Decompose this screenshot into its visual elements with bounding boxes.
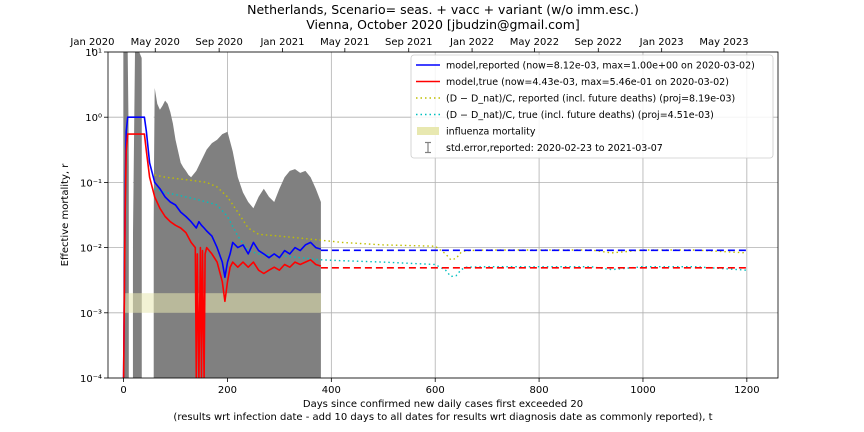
x-tick-label: 600 bbox=[426, 385, 445, 396]
top-tick-label: May 2022 bbox=[510, 37, 559, 48]
x-tick-label: 0 bbox=[120, 385, 126, 396]
error-band bbox=[123, 52, 321, 378]
top-tick-label: Jan 2021 bbox=[259, 37, 304, 48]
y-tick-label: 10⁻¹ bbox=[80, 178, 102, 189]
legend-label: std.error,reported: 2020-02-23 to 2021-0… bbox=[446, 143, 663, 154]
y-axis-ticks: 10⁻⁴ 10⁻³ 10⁻² 10⁻¹ 10⁰ 10¹ bbox=[80, 48, 108, 385]
top-tick-label: May 2020 bbox=[131, 37, 180, 48]
y-tick-label: 10⁻³ bbox=[80, 309, 102, 320]
x-tick-label: 400 bbox=[322, 385, 341, 396]
top-axis-ticks: Jan 2020 May 2020 Sep 2020 Jan 2021 May 2021… bbox=[69, 37, 749, 52]
legend-frame bbox=[410, 54, 774, 159]
top-tick-label: Jan 2022 bbox=[449, 37, 494, 48]
series-line-2 bbox=[122, 133, 322, 378]
y-tick-label: 10⁻⁴ bbox=[80, 374, 102, 385]
chart-legend: model,reported (now=8.12e-03, max=1.00e+… bbox=[410, 54, 774, 159]
top-tick-label: Sep 2020 bbox=[195, 37, 242, 48]
legend-label: (D − D_nat)/C, true (incl. future deaths… bbox=[446, 110, 714, 121]
x-axis-ticks: 0 200 400 600 800 1000 1200 bbox=[120, 378, 760, 396]
y-tick-label: 10⁻² bbox=[80, 244, 102, 255]
series-line-0 bbox=[122, 116, 322, 378]
legend-label: model,reported (now=8.12e-03, max=1.00e+… bbox=[446, 61, 755, 72]
plot-frame bbox=[107, 51, 779, 379]
top-tick-label: Sep 2021 bbox=[385, 37, 432, 48]
y-axis-label: Effective mortality, r bbox=[60, 163, 71, 267]
legend-label: model,true (now=4.43e-03, max=5.46e-01 o… bbox=[446, 77, 729, 88]
top-tick-label: May 2023 bbox=[699, 37, 748, 48]
y-tick-label: 10¹ bbox=[85, 48, 102, 59]
legend-swatch bbox=[417, 127, 439, 135]
error-band-gap bbox=[141, 52, 154, 378]
y-tick-label: 10⁰ bbox=[85, 113, 102, 124]
series-group bbox=[122, 116, 747, 378]
legend-label: influenza mortality bbox=[446, 127, 536, 138]
x-tick-label: 200 bbox=[218, 385, 237, 396]
legend-label: (D − D_nat)/C, reported (incl. future de… bbox=[446, 94, 735, 105]
x-axis-label: Days since confirmed new daily cases fir… bbox=[303, 399, 583, 410]
chart-subtitle: Vienna, October 2020 [jbudzin@gmail.com] bbox=[306, 17, 580, 32]
chart-title: Netherlands, Scenario= seas. + vacc + va… bbox=[247, 2, 639, 17]
top-tick-label: Sep 2022 bbox=[575, 37, 622, 48]
x-tick-label: 1200 bbox=[734, 385, 759, 396]
influenza-band bbox=[123, 293, 321, 313]
x-axis-label-secondary: (results wrt infection date - add 10 day… bbox=[173, 412, 712, 423]
series-line-5 bbox=[154, 188, 747, 278]
x-tick-label: 1000 bbox=[630, 385, 655, 396]
top-tick-label: Jan 2023 bbox=[639, 37, 684, 48]
top-tick-label: May 2021 bbox=[320, 37, 369, 48]
error-band-gap bbox=[128, 52, 133, 378]
top-tick-label: Jan 2020 bbox=[69, 37, 114, 48]
x-tick-label: 800 bbox=[530, 385, 549, 396]
